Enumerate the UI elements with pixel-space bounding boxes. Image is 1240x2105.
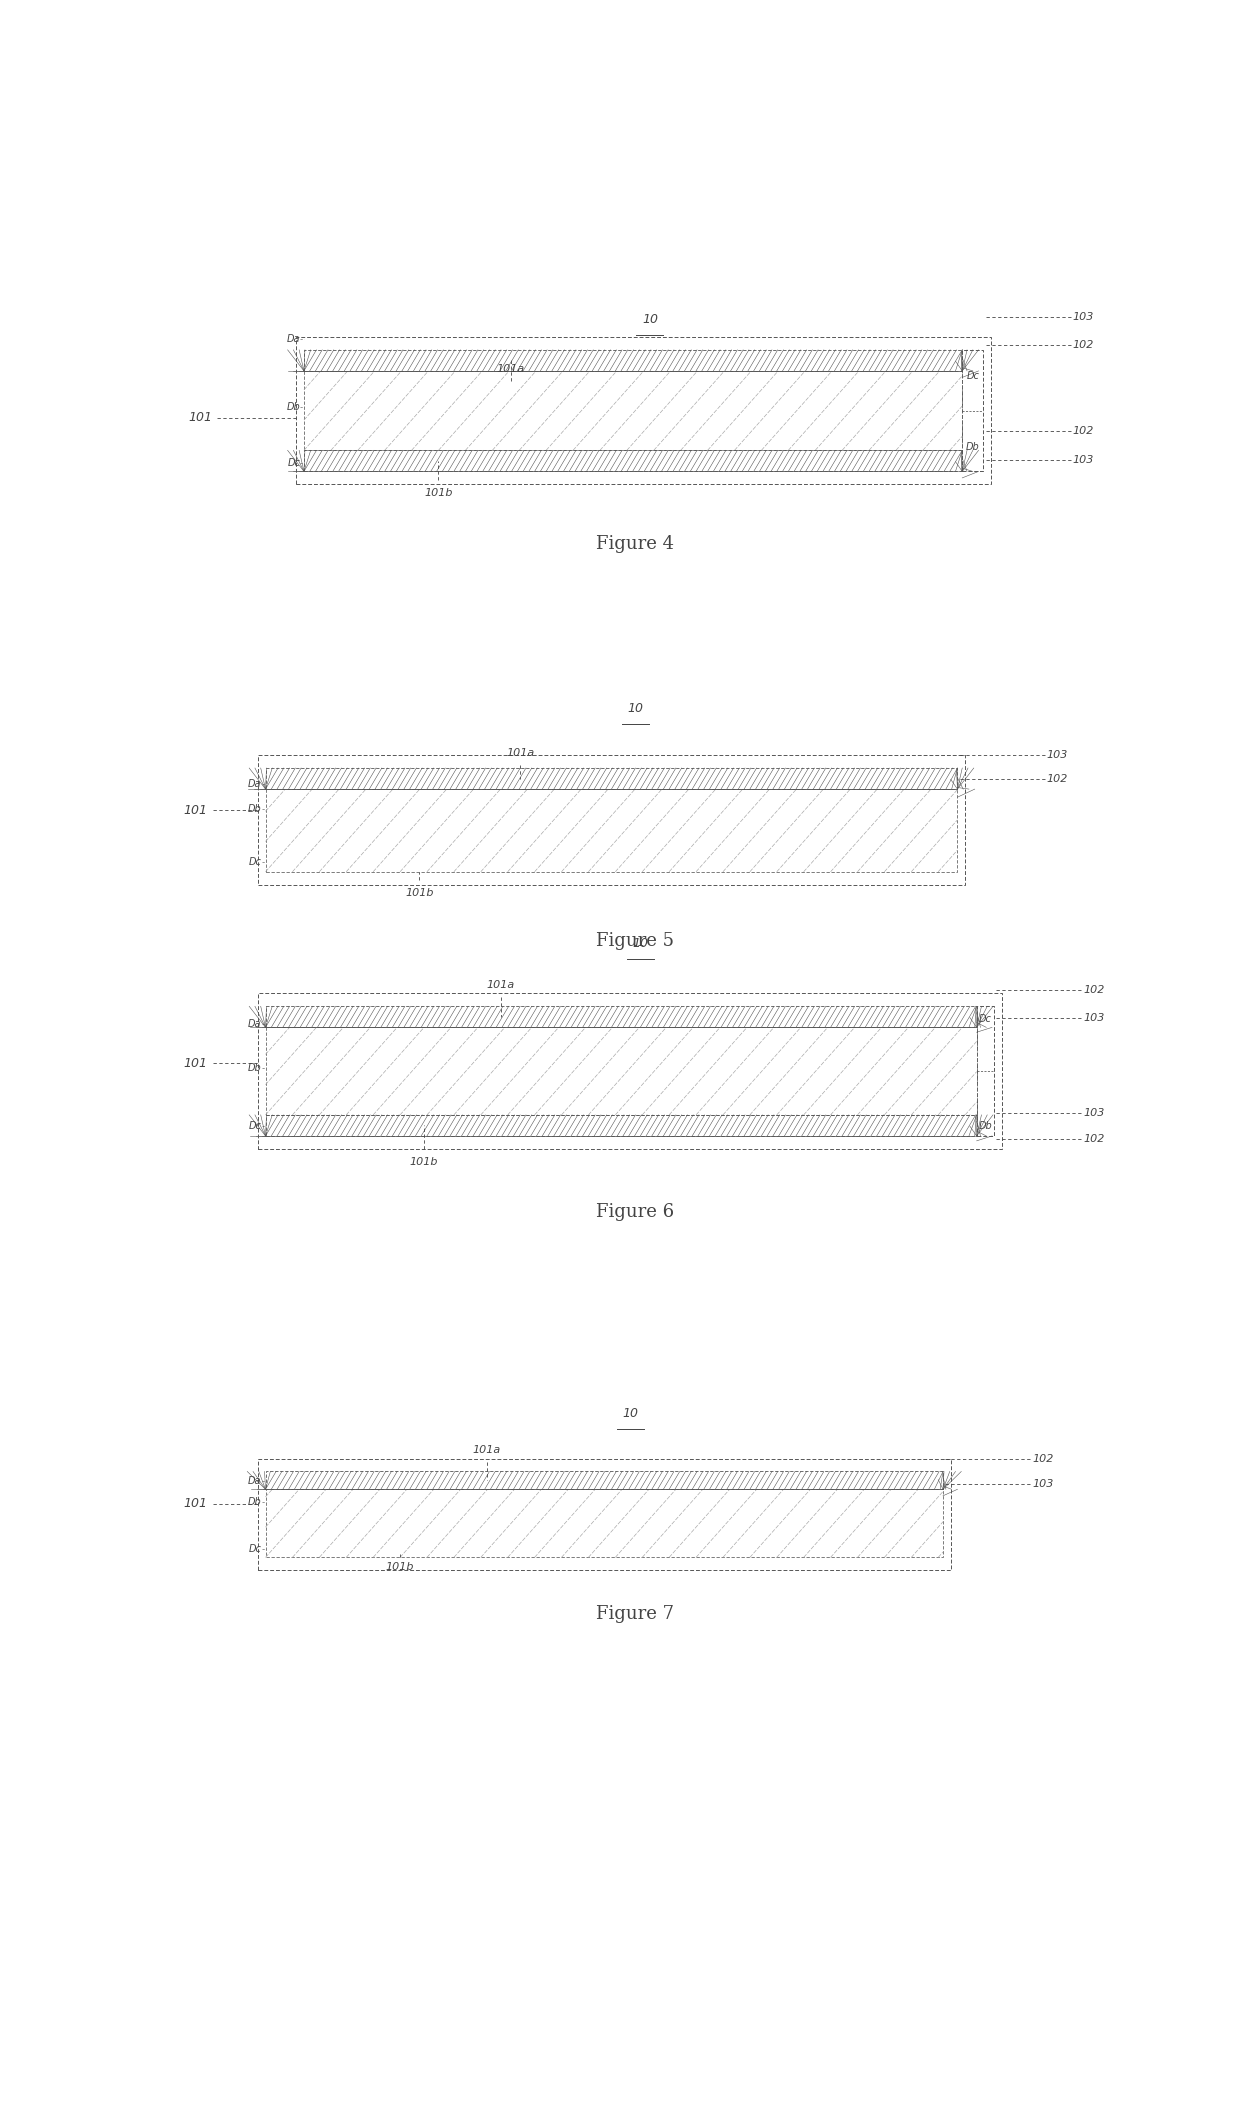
Text: Da: Da (248, 779, 262, 789)
Text: Dc: Dc (249, 1122, 262, 1130)
Text: Figure 7: Figure 7 (596, 1606, 675, 1623)
Bar (304, 370, 962, 450)
Bar (265, 1471, 942, 1490)
Text: 101: 101 (184, 1057, 208, 1069)
Text: 10: 10 (627, 701, 644, 714)
Text: 101b: 101b (410, 1158, 438, 1166)
Text: Db: Db (966, 442, 980, 453)
Text: 101: 101 (184, 804, 208, 817)
Text: Dc: Dc (978, 1015, 992, 1025)
Text: 102: 102 (1084, 985, 1105, 996)
Text: Da: Da (248, 1019, 262, 1029)
Text: Db: Db (248, 1063, 262, 1074)
Text: Db: Db (286, 402, 300, 413)
Text: 101: 101 (184, 1497, 208, 1511)
Text: Figure 5: Figure 5 (596, 933, 675, 951)
Bar (296, 337, 991, 484)
Bar (265, 1116, 977, 1137)
Bar (265, 1006, 977, 1027)
Text: 102: 102 (1047, 775, 1068, 785)
Text: Figure 4: Figure 4 (596, 535, 675, 554)
Text: Db: Db (248, 804, 262, 813)
Bar (258, 1459, 951, 1570)
Bar (304, 349, 962, 370)
Text: 103: 103 (1073, 312, 1094, 322)
Text: Db: Db (248, 1497, 262, 1507)
Text: Figure 6: Figure 6 (596, 1204, 675, 1221)
Text: 101a: 101a (472, 1446, 501, 1455)
Bar (962, 349, 983, 472)
Text: 10: 10 (632, 937, 649, 949)
Bar (265, 1027, 977, 1116)
Text: Dc: Dc (966, 370, 980, 381)
Text: 102: 102 (1033, 1455, 1054, 1463)
Text: 102: 102 (1084, 1135, 1105, 1145)
Text: 103: 103 (1084, 1107, 1105, 1118)
Text: 103: 103 (1033, 1480, 1054, 1490)
Text: 10: 10 (642, 312, 658, 326)
Text: 101a: 101a (506, 747, 534, 758)
Bar (265, 1490, 942, 1558)
Bar (265, 789, 957, 871)
Text: 101a: 101a (496, 364, 525, 375)
Text: 101b: 101b (386, 1562, 414, 1572)
Text: 101: 101 (188, 410, 213, 425)
Text: Da: Da (286, 333, 300, 343)
Text: Dc: Dc (249, 857, 262, 867)
Text: 103: 103 (1084, 1013, 1105, 1023)
Text: Dc: Dc (288, 459, 300, 467)
Text: 102: 102 (1073, 425, 1094, 436)
Bar (258, 994, 1002, 1149)
Bar (265, 768, 957, 789)
Text: 101a: 101a (487, 981, 515, 989)
Text: 101b: 101b (405, 888, 434, 899)
Bar (304, 450, 962, 472)
Text: Dc: Dc (249, 1545, 262, 1553)
Text: 10: 10 (622, 1406, 639, 1419)
Bar (258, 756, 965, 884)
Text: Db: Db (978, 1122, 992, 1130)
Text: Da: Da (248, 1476, 262, 1486)
Text: 103: 103 (1047, 749, 1068, 760)
Text: 102: 102 (1073, 341, 1094, 349)
Text: 101b: 101b (424, 488, 453, 497)
Text: 103: 103 (1073, 455, 1094, 465)
Bar (977, 1006, 994, 1137)
